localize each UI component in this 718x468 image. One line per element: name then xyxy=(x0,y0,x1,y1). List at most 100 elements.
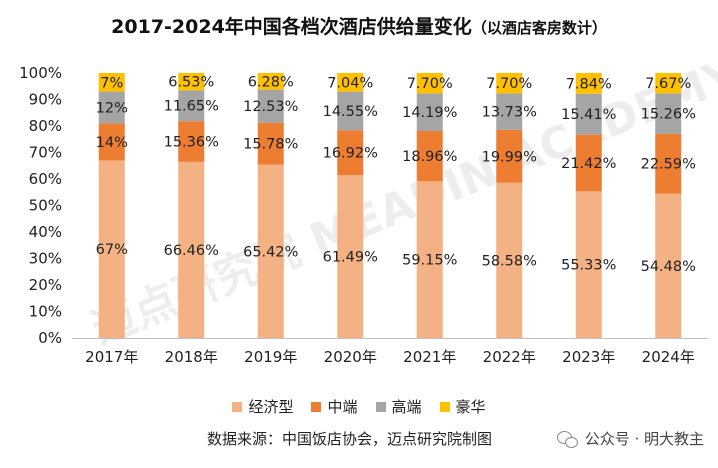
x-tick-label: 2020年 xyxy=(324,348,377,366)
bar-segment-4 xyxy=(337,73,364,92)
data-label: 14.55% xyxy=(323,104,378,120)
legend-label: 经济型 xyxy=(248,398,294,416)
x-tick-label: 2017年 xyxy=(85,348,138,366)
chart-legend: 经济型 中端 高端 豪华 xyxy=(0,396,718,417)
bar-segment-1 xyxy=(178,161,205,338)
bar-segment-3 xyxy=(98,91,125,124)
data-label: 58.58% xyxy=(482,253,537,269)
legend-label: 豪华 xyxy=(455,398,486,416)
wechat-icon xyxy=(556,430,579,448)
data-label: 21.42% xyxy=(561,156,616,172)
bar-segment-3 xyxy=(257,89,284,123)
data-label: 54.48% xyxy=(641,259,696,275)
data-label: 7.70% xyxy=(407,76,453,92)
legend-swatch xyxy=(311,401,322,412)
legend-item: 豪华 xyxy=(439,396,486,417)
data-label: 15.78% xyxy=(243,137,298,153)
x-tick-label: 2023年 xyxy=(562,348,615,366)
bar-segment-4 xyxy=(257,72,284,90)
bar-segment-3 xyxy=(496,93,523,130)
bar-segment-1 xyxy=(416,181,443,338)
legend-item: 高端 xyxy=(375,396,422,417)
x-tick-label: 2022年 xyxy=(483,348,536,366)
bar-segment-3 xyxy=(178,90,205,122)
data-label: 7.04% xyxy=(327,75,373,91)
bar-segment-3 xyxy=(416,93,443,132)
x-tick-label: 2019年 xyxy=(244,348,297,366)
bar-segment-3 xyxy=(575,93,602,135)
data-label: 6.28% xyxy=(248,74,294,90)
legend-swatch xyxy=(232,401,243,412)
bar-segment-4 xyxy=(496,73,523,94)
y-tick-label: 40% xyxy=(29,223,62,241)
bar-segment-2 xyxy=(496,129,523,183)
data-label: 14% xyxy=(96,135,128,151)
bar-segment-3 xyxy=(655,93,682,134)
data-label: 12% xyxy=(96,100,128,116)
bar-segment-1 xyxy=(575,191,602,338)
x-tick-label: 2021年 xyxy=(403,348,456,366)
data-label: 7.67% xyxy=(645,76,691,92)
bar-segment-2 xyxy=(416,131,443,182)
data-label: 55.33% xyxy=(561,258,616,274)
data-label: 66.46% xyxy=(164,243,219,259)
bar-segment-1 xyxy=(655,193,682,338)
bar-segment-4 xyxy=(178,73,205,91)
bar-segment-2 xyxy=(178,121,205,162)
chart-title: 2017-2024年中国各档次酒店供给量变化（以酒店客房数计） xyxy=(0,12,718,39)
legend-item: 经济型 xyxy=(232,396,293,417)
x-tick-label: 2024年 xyxy=(642,348,695,366)
bar-segment-4 xyxy=(416,73,443,94)
bar-segment-2 xyxy=(98,123,125,161)
y-tick-label: 30% xyxy=(29,250,62,268)
data-label: 11.65% xyxy=(164,99,219,115)
data-label: 15.26% xyxy=(641,107,696,123)
bar-segment-4 xyxy=(575,73,602,94)
data-source: 数据来源：中国饭店协会，迈点研究院制图 xyxy=(207,430,493,448)
data-label: 67% xyxy=(96,242,128,258)
data-label: 65.42% xyxy=(243,244,298,260)
y-tick-label: 60% xyxy=(29,170,62,188)
bar-segment-1 xyxy=(98,160,125,338)
bar-segment-2 xyxy=(575,134,602,192)
data-label: 18.96% xyxy=(402,149,457,165)
data-label: 59.15% xyxy=(402,253,457,269)
data-label: 6.53% xyxy=(168,75,214,91)
legend-item: 中端 xyxy=(311,396,358,417)
y-tick-label: 90% xyxy=(29,91,62,109)
data-label: 7% xyxy=(100,75,123,91)
y-tick-label: 70% xyxy=(29,144,62,162)
legend-swatch xyxy=(375,401,386,412)
bar-segment-3 xyxy=(337,91,364,131)
bar-segment-1 xyxy=(257,164,284,338)
data-label: 22.59% xyxy=(641,157,696,173)
bar-segment-1 xyxy=(496,182,523,338)
bar-segment-4 xyxy=(98,73,125,92)
bar-segment-2 xyxy=(257,122,284,165)
y-tick-label: 100% xyxy=(19,64,62,82)
data-label: 15.36% xyxy=(164,135,219,151)
legend-label: 高端 xyxy=(391,398,422,416)
account-name: 公众号 · 明大教主 xyxy=(584,430,704,448)
x-tick-label: 2018年 xyxy=(165,348,218,366)
wechat-account: 公众号 · 明大教主 xyxy=(556,428,704,449)
legend-label: 中端 xyxy=(327,398,358,416)
data-label: 61.49% xyxy=(323,250,378,266)
data-label: 12.53% xyxy=(243,99,298,115)
y-tick-label: 10% xyxy=(29,303,62,321)
data-label: 16.92% xyxy=(323,146,378,162)
legend-swatch xyxy=(439,401,450,412)
data-label: 15.41% xyxy=(561,107,616,123)
y-tick-label: 50% xyxy=(29,197,62,215)
data-label: 19.99% xyxy=(482,149,537,165)
y-tick-label: 0% xyxy=(38,329,62,347)
data-label: 7.84% xyxy=(566,76,612,92)
bar-segment-4 xyxy=(655,73,682,94)
bar-segment-1 xyxy=(337,175,364,338)
chart-subtitle: （以酒店客房数计） xyxy=(471,19,607,37)
data-label: 13.73% xyxy=(482,105,537,121)
data-label: 14.19% xyxy=(402,105,457,121)
y-tick-label: 80% xyxy=(29,117,62,135)
chart-title-text: 2017-2024年中国各档次酒店供给量变化 xyxy=(111,16,472,38)
stacked-bar-chart: 迈点研究院 MEADIN ACADEMY0%10%20%30%40%50%60%… xyxy=(19,48,718,366)
